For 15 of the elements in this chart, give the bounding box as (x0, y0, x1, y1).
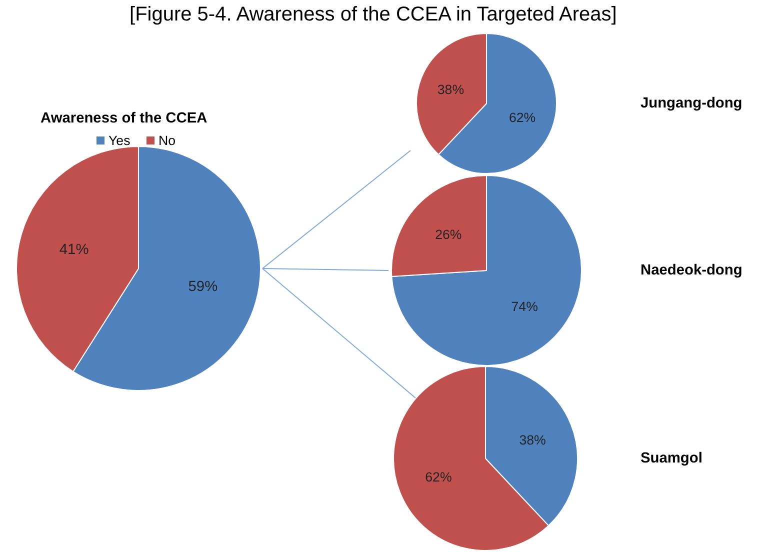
data-label: 41% (59, 242, 89, 258)
legend-label: Yes (108, 133, 131, 148)
data-label: 62% (425, 470, 452, 485)
text: Naedeok-dong (640, 262, 742, 278)
text: [Figure 5-4. Awareness of the CCEA in Targeted Areas] (130, 4, 617, 26)
text: Jungang-dong (640, 96, 742, 112)
data-label: 74% (511, 298, 538, 314)
data-label: 26% (435, 227, 462, 242)
chart-title: Awareness of the CCEA (40, 110, 208, 126)
data-label: 59% (188, 279, 218, 296)
data-label: 38% (437, 82, 464, 97)
text: Suamgol (640, 450, 702, 466)
legend-label: No (158, 133, 176, 148)
data-label: 38% (519, 432, 546, 448)
data-label: 62% (508, 110, 536, 126)
